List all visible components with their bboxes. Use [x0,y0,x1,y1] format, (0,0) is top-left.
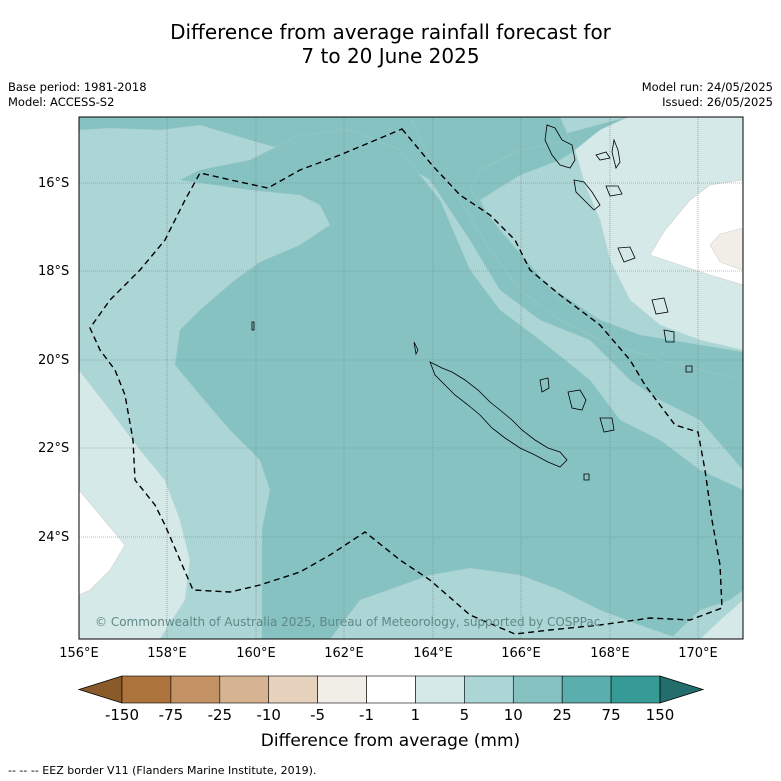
issued-date: Issued: 26/05/2025 [662,95,773,109]
eez-border [89,128,723,635]
colorbar-segment [610,675,661,704]
loyalty-island-ouvea [539,377,550,393]
eez-footnote: -- -- -- EEZ border V11 (Flanders Marine… [8,764,317,777]
band-dry-east [709,227,743,271]
colorbar-tick-label: 25 [552,706,572,724]
lon-label-156e: 156°E [59,646,99,661]
colorbar-segment [366,675,416,704]
new-caledonia-island [429,361,568,468]
lon-label-170e: 170°E [678,646,718,661]
vanuatu-malekula [573,179,601,211]
colorbar-segment [268,675,318,704]
lat-label-24s: 24°S [38,530,70,545]
vanuatu-erromango [651,297,669,315]
map-frame [78,116,744,640]
coastlines [251,124,693,481]
colorbar-tick-label: 5 [459,706,470,724]
lat-label-18s: 18°S [38,264,70,279]
graticule [78,117,743,639]
lat-label-16s: 16°S [38,176,70,191]
meta-right: Model run: 24/05/2025 Issued: 26/05/2025 [642,80,773,110]
map-title: Difference from average rainfall forecas… [0,20,781,68]
colorbar-tick-label: 1 [410,706,421,724]
colorbar-tick-label: -150 [104,706,140,724]
island-small-west [251,321,255,331]
colorbar [77,675,705,704]
colorbar-segment [219,675,270,704]
lon-label-158e: 158°E [147,646,187,661]
colorbar-tick-label: 150 [645,706,675,724]
colorbar-tick-label: -75 [158,706,184,724]
colorbar-tick-label: -1 [359,706,375,724]
colorbar-tick-label: 10 [503,706,523,724]
island-belep [413,341,419,356]
band-1-5-east [574,117,743,351]
colorbar-tick-label: 75 [601,706,621,724]
colorbar-extend-low [77,675,123,704]
lon-label-168e: 168°E [590,646,630,661]
meta-left: Base period: 1981-2018 Model: ACCESS-S2 [8,80,147,110]
band-near-average-west [79,489,126,596]
copyright-text: © Commonwealth of Australia 2025, Bureau… [95,615,601,629]
lat-label-22s: 22°S [38,441,70,456]
lon-label-166e: 166°E [501,646,541,661]
vanuatu-aneityum [685,365,693,373]
model-name: Model: ACCESS-S2 [8,95,115,109]
band-10-25-main [174,129,743,639]
vanuatu-pentecost [611,138,621,169]
isle-of-pines [583,473,590,481]
colorbar-extend-high [659,675,705,704]
vanuatu-ambrym [605,185,623,197]
vanuatu-espiritu-santo [544,124,576,169]
lon-label-164e: 164°E [413,646,453,661]
vanuatu-efate [617,246,636,263]
vanuatu-ambae [595,151,611,161]
colorbar-segment [170,675,221,704]
lon-label-162e: 162°E [324,646,364,661]
rainfall-field [79,117,743,639]
lon-label-160e: 160°E [236,646,276,661]
vanuatu-tanna [663,329,675,343]
colorbar-tick-label: -5 [310,706,326,724]
title-line-1: Difference from average rainfall forecas… [170,20,611,44]
band-10-25-ne [409,117,743,381]
colorbar-segment [561,675,612,704]
title-line-2: 7 to 20 June 2025 [301,44,480,68]
colorbar-tick-label: -25 [207,706,233,724]
colorbar-title: Difference from average (mm) [260,731,521,751]
colorbar-segment [512,675,563,704]
base-period: Base period: 1981-2018 [8,80,147,94]
colorbar-segment [121,675,172,704]
model-run: Model run: 24/05/2025 [641,80,773,94]
colorbar-segment [317,675,367,704]
colorbar-segment [415,675,465,704]
loyalty-island-mare [599,417,615,433]
colorbar-segment [464,675,514,704]
loyalty-island-lifou [567,389,587,411]
colorbar-tick-label: -10 [256,706,281,724]
band-1-5-se [699,599,743,639]
band-5-10-south [329,567,681,639]
lat-label-20s: 20°S [38,353,70,368]
